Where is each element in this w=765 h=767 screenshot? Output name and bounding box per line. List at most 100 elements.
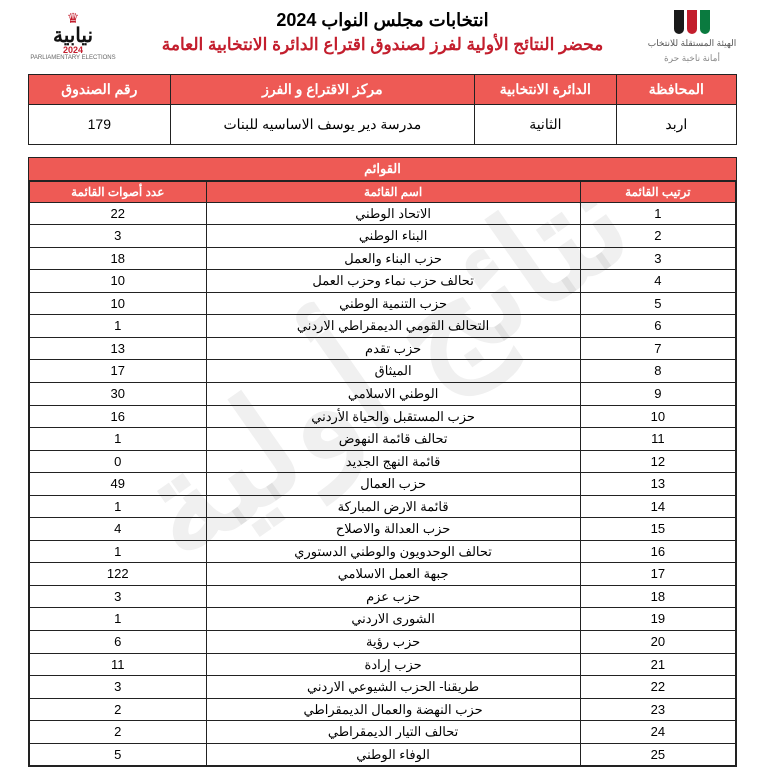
election-logo: ♛ نيابية 2024 PARLIAMENTARY ELECTIONS (28, 10, 118, 61)
row-votes: 1 (30, 315, 207, 338)
row-votes: 1 (30, 495, 207, 518)
row-name: تحالف قائمة النهوض (206, 428, 580, 451)
row-name: الوفاء الوطني (206, 743, 580, 766)
row-rank: 1 (580, 202, 735, 225)
info-th-governorate: المحافظة (616, 74, 736, 104)
row-name: قائمة النهج الجديد (206, 450, 580, 473)
row-votes: 22 (30, 202, 207, 225)
lists-table: ترتيب القائمة اسم القائمة عدد أصوات القا… (29, 181, 736, 767)
info-th-box: رقم الصندوق (29, 74, 171, 104)
table-row: 18حزب عزم3 (30, 585, 736, 608)
row-rank: 10 (580, 405, 735, 428)
iec-logo-text: الهيئة المستقلة للانتخاب (648, 38, 737, 49)
table-row: 13حزب العمال49 (30, 473, 736, 496)
table-row: 5حزب التنمية الوطني10 (30, 292, 736, 315)
row-name: حزب المستقبل والحياة الأردني (206, 405, 580, 428)
election-logo-year: 2024 (63, 45, 83, 55)
table-row: 10حزب المستقبل والحياة الأردني16 (30, 405, 736, 428)
info-governorate: اربد (616, 104, 736, 144)
row-name: قائمة الارض المباركة (206, 495, 580, 518)
row-rank: 9 (580, 382, 735, 405)
table-row: 20حزب رؤية6 (30, 630, 736, 653)
row-name: حزب العدالة والاصلاح (206, 518, 580, 541)
row-name: حزب التنمية الوطني (206, 292, 580, 315)
row-votes: 3 (30, 676, 207, 699)
table-row: 15حزب العدالة والاصلاح4 (30, 518, 736, 541)
table-row: 19الشورى الاردني1 (30, 608, 736, 631)
row-name: تحالف التيار الديمقراطي (206, 721, 580, 744)
row-name: تحالف الوحدويون والوطني الدستوري (206, 540, 580, 563)
table-row: 24تحالف التيار الديمقراطي2 (30, 721, 736, 744)
table-row: 16تحالف الوحدويون والوطني الدستوري1 (30, 540, 736, 563)
info-box: 179 (29, 104, 171, 144)
page-subtitle: محضر النتائج الأولية لفرز لصندوق اقتراع … (118, 35, 647, 55)
row-name: حزب عزم (206, 585, 580, 608)
table-row: 9الوطني الاسلامي30 (30, 382, 736, 405)
row-rank: 13 (580, 473, 735, 496)
row-name: حزب تقدم (206, 337, 580, 360)
row-votes: 2 (30, 721, 207, 744)
table-row: 1الاتحاد الوطني22 (30, 202, 736, 225)
row-name: البناء الوطني (206, 225, 580, 248)
row-votes: 16 (30, 405, 207, 428)
row-name: تحالف حزب نماء وحزب العمل (206, 270, 580, 293)
row-name: الشورى الاردني (206, 608, 580, 631)
row-rank: 11 (580, 428, 735, 451)
row-name: الميثاق (206, 360, 580, 383)
row-name: الاتحاد الوطني (206, 202, 580, 225)
table-row: 23حزب النهضة والعمال الديمقراطي2 (30, 698, 736, 721)
table-row: 2البناء الوطني3 (30, 225, 736, 248)
row-votes: 6 (30, 630, 207, 653)
row-rank: 4 (580, 270, 735, 293)
row-votes: 11 (30, 653, 207, 676)
row-votes: 0 (30, 450, 207, 473)
row-name: حزب إرادة (206, 653, 580, 676)
table-row: 11تحالف قائمة النهوض1 (30, 428, 736, 451)
row-rank: 19 (580, 608, 735, 631)
header-row: الهيئة المستقلة للانتخاب أمانة ناخبة حرة… (28, 10, 737, 64)
row-votes: 17 (30, 360, 207, 383)
row-name: حزب البناء والعمل (206, 247, 580, 270)
lists-container: القوائم ترتيب القائمة اسم القائمة عدد أص… (28, 157, 737, 767)
row-rank: 21 (580, 653, 735, 676)
row-rank: 12 (580, 450, 735, 473)
row-votes: 3 (30, 585, 207, 608)
table-row: 12قائمة النهج الجديد0 (30, 450, 736, 473)
row-rank: 3 (580, 247, 735, 270)
table-row: 7حزب تقدم13 (30, 337, 736, 360)
row-rank: 5 (580, 292, 735, 315)
row-votes: 5 (30, 743, 207, 766)
row-votes: 1 (30, 540, 207, 563)
row-rank: 2 (580, 225, 735, 248)
row-name: طريقنا- الحزب الشيوعي الاردني (206, 676, 580, 699)
iec-logo: الهيئة المستقلة للانتخاب أمانة ناخبة حرة (647, 10, 737, 64)
info-center: مدرسة دير يوسف الاساسيه للبنات (170, 104, 474, 144)
row-name: جبهة العمل الاسلامي (206, 563, 580, 586)
row-name: حزب رؤية (206, 630, 580, 653)
info-table: المحافظة الدائرة الانتخابية مركز الاقترا… (28, 74, 737, 145)
row-votes: 49 (30, 473, 207, 496)
info-th-district: الدائرة الانتخابية (475, 74, 617, 104)
table-row: 25الوفاء الوطني5 (30, 743, 736, 766)
iec-logo-tagline: أمانة ناخبة حرة (664, 53, 720, 64)
lists-th-votes: عدد أصوات القائمة (30, 181, 207, 202)
table-row: 6التحالف القومي الديمقراطي الاردني1 (30, 315, 736, 338)
row-votes: 10 (30, 292, 207, 315)
row-votes: 10 (30, 270, 207, 293)
row-rank: 15 (580, 518, 735, 541)
page-title: انتخابات مجلس النواب 2024 (118, 10, 647, 31)
row-votes: 13 (30, 337, 207, 360)
row-votes: 1 (30, 428, 207, 451)
info-row: اربد الثانية مدرسة دير يوسف الاساسيه للب… (29, 104, 737, 144)
row-name: التحالف القومي الديمقراطي الاردني (206, 315, 580, 338)
row-rank: 18 (580, 585, 735, 608)
info-district: الثانية (475, 104, 617, 144)
table-row: 21حزب إرادة11 (30, 653, 736, 676)
table-row: 3حزب البناء والعمل18 (30, 247, 736, 270)
row-rank: 22 (580, 676, 735, 699)
row-rank: 25 (580, 743, 735, 766)
lists-th-rank: ترتيب القائمة (580, 181, 735, 202)
lists-th-name: اسم القائمة (206, 181, 580, 202)
row-votes: 2 (30, 698, 207, 721)
row-votes: 4 (30, 518, 207, 541)
